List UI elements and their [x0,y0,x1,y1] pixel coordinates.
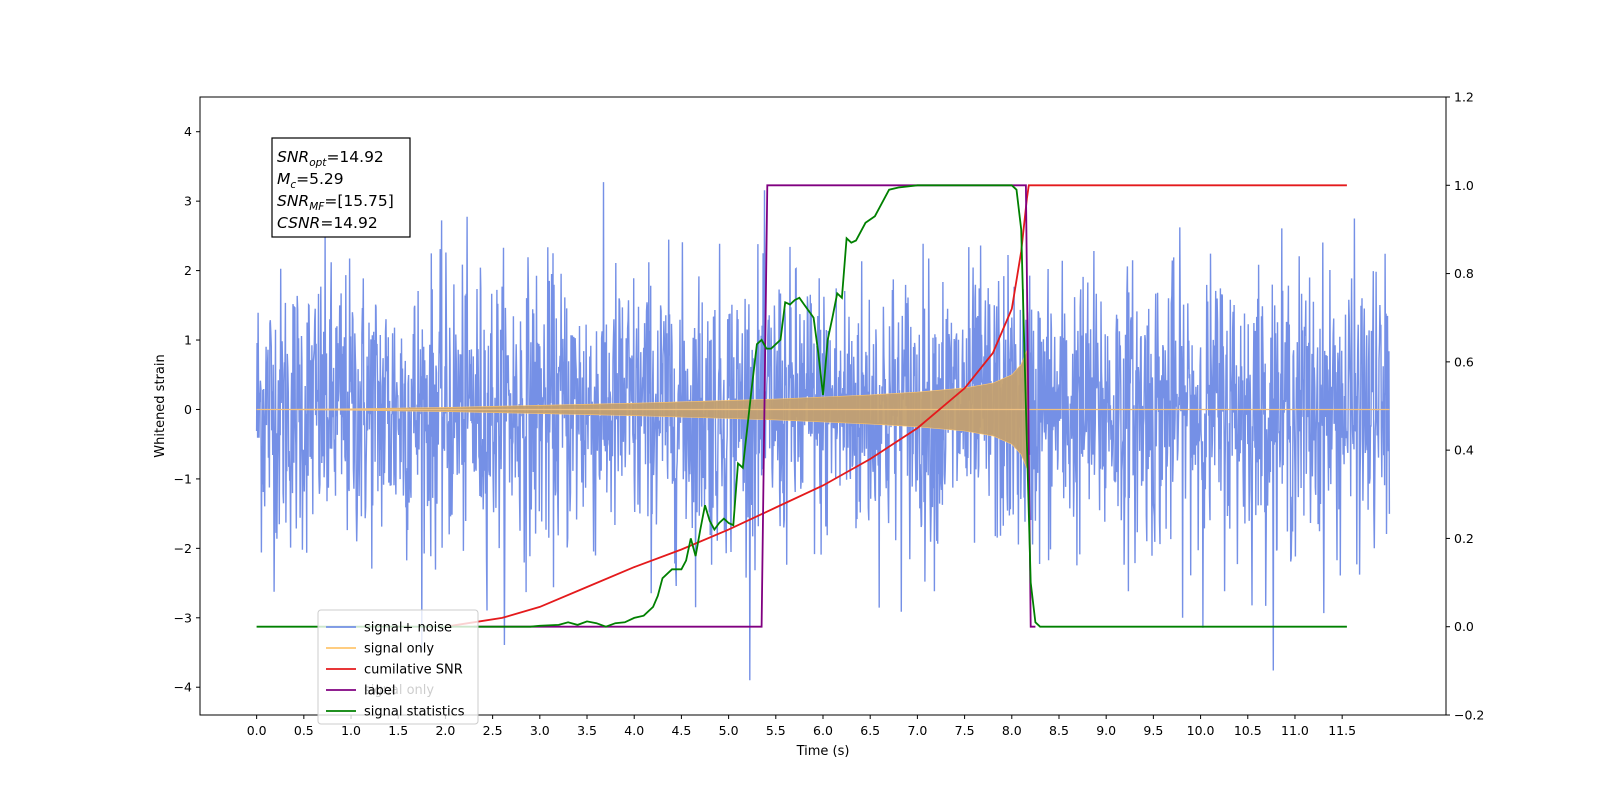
y-tick-label-left: 2 [184,263,192,278]
x-tick-label: 1.0 [341,723,361,738]
signal-statistics-line [256,184,1347,628]
y-tick-label-left: −3 [174,610,192,625]
signal-only-series [256,350,1390,469]
y-tick-label-right: 0.0 [1454,619,1474,634]
y-axis-label: Whitened strain [153,354,168,457]
x-axis-label: Time (s) [796,744,850,759]
y-tick-label-right: 0.4 [1454,443,1474,458]
legend-label: signal only [364,642,434,657]
x-tick-label: 5.5 [766,723,786,738]
signal-noise-series [255,182,1391,681]
annotation-line: CSNR=14.92 [277,214,378,232]
legend-label: cumilative SNR [364,663,463,678]
x-tick-label: 10.5 [1234,723,1262,738]
x-tick-label: 11.0 [1281,723,1309,738]
x-tick-label: 11.5 [1328,723,1356,738]
annotation-box: SNRopt=14.92Mc=5.29SNRMF=[15.75]CSNR=14.… [271,137,411,238]
x-tick-label: 10.0 [1187,723,1215,738]
x-tick-label: 6.5 [860,723,880,738]
y-tick-label-right: 0.6 [1454,354,1474,369]
x-tick-label: 2.0 [435,723,455,738]
x-tick-label: 1.5 [388,723,408,738]
x-tick-label: 4.0 [624,723,644,738]
x-tick-label: 7.0 [907,723,927,738]
y-tick-label-left: 0 [184,402,192,417]
x-tick-label: 3.0 [530,723,550,738]
annotation-frame [271,137,411,238]
y-tick-label-left: −1 [174,471,192,486]
y-axis-left-ticks: 4 3 2 1 0 −1 −2 −3 −4 [174,124,200,695]
x-tick-label: 0.0 [247,723,267,738]
x-tick-label: 0.5 [294,723,314,738]
y-tick-label-right: 1.2 [1454,90,1474,105]
legend-label: signal statistics [364,705,465,720]
legend-frame [317,609,479,725]
signal-noise-line [255,182,1391,681]
annotation-line: SNRMF=[15.75] [277,192,394,213]
y-tick-label-right: 1.0 [1454,178,1474,193]
y-tick-label-right: 0.8 [1454,266,1474,281]
label-line [473,184,1036,628]
legend-label: label [364,684,395,699]
y-tick-label-right: 0.2 [1454,531,1474,546]
y-tick-label-left: −2 [174,541,192,556]
x-tick-label: 8.5 [1049,723,1069,738]
y-tick-label-left: −4 [174,680,192,695]
y-tick-label-left: 3 [184,194,192,209]
x-tick-label: 8.0 [1002,723,1022,738]
y-axis-right-ticks: 1.2 1.0 0.8 0.6 0.4 0.2 0.0 −0.2 [1446,90,1484,723]
y-tick-label-left: 4 [184,124,192,139]
y-tick-label-left: 1 [184,333,192,348]
x-tick-label: 9.0 [1096,723,1116,738]
x-tick-label: 2.5 [483,723,503,738]
x-axis-ticks: 0.0 0.5 1.0 1.5 2.0 2.5 3.0 3.5 4.0 4.5 5.0 5.5 6.0 6… [247,715,1356,738]
x-tick-label: 4.5 [671,723,691,738]
x-tick-label: 7.5 [955,723,975,738]
x-tick-label: 5.0 [719,723,739,738]
x-tick-label: 3.5 [577,723,597,738]
x-tick-label: 6.0 [813,723,833,738]
x-tick-label: 9.5 [1143,723,1163,738]
y-tick-label-right: −0.2 [1454,708,1484,723]
right-axis-series [256,184,1347,628]
annotation-line: SNRopt=14.92 [277,148,384,169]
annotation-line: Mc=5.29 [277,170,344,191]
legend-label: signal+ noise [364,621,452,636]
